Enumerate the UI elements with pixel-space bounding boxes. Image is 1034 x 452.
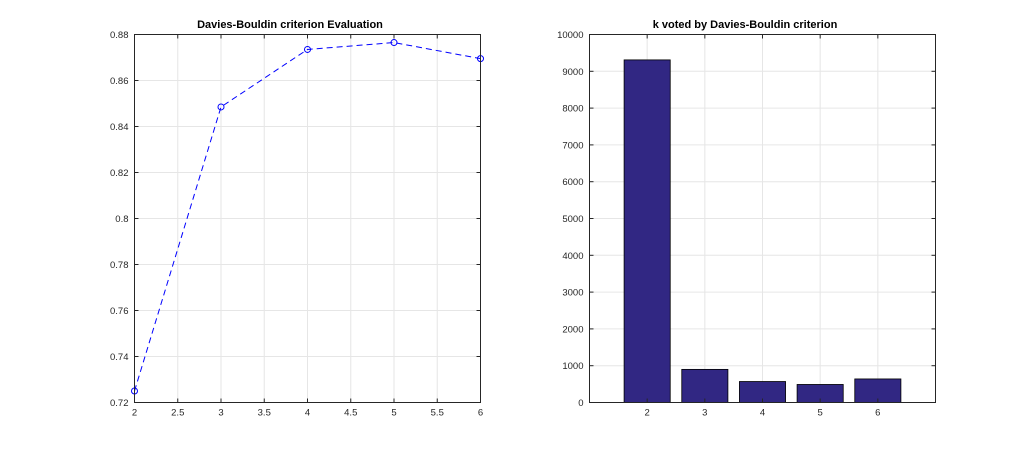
bar-chart-y-tick-label: 5000 — [562, 214, 583, 225]
line-chart-y-tick-label: 0.88 — [110, 30, 129, 41]
line-chart-point — [217, 103, 225, 111]
line-chart-title: Davies-Bouldin criterion Evaluation — [197, 19, 383, 31]
line-chart-x-tick-label: 4.5 — [344, 408, 357, 419]
line-chart-y-tick-label: 0.84 — [110, 122, 129, 133]
bar-chart-y-tick-label: 3000 — [562, 288, 583, 299]
line-chart-point — [390, 39, 398, 47]
line-chart-point — [304, 45, 311, 53]
line-chart-x-tick-label: 3 — [218, 408, 223, 419]
line-chart-x-tick-label: 5 — [391, 408, 396, 419]
line-chart-y-tick-label: 0.76 — [110, 306, 129, 317]
bar-chart-y-tick-label: 10000 — [557, 30, 583, 41]
bar-chart-x-tick-label: 3 — [702, 408, 707, 419]
bar-chart-y-tick-label: 8000 — [562, 104, 583, 115]
line-chart-x-tick-label: 5.5 — [431, 408, 444, 419]
bar-chart: k voted by Davies-Bouldin criterion 0 100… — [557, 19, 936, 419]
line-chart-y-tick-label: 0.82 — [110, 168, 129, 179]
bar-chart-y-tick-label: 7000 — [562, 140, 583, 151]
line-chart-y-tick-label: 0.72 — [110, 398, 129, 409]
bar-chart-x-tick-label: 5 — [818, 408, 823, 419]
line-chart-series-line — [134, 42, 481, 392]
bar-chart-bar — [623, 59, 671, 403]
bar-chart-y-tick-label: 0 — [578, 398, 583, 409]
bar-chart-x-tick-label: 2 — [645, 408, 650, 419]
line-chart-x-tick-label: 3.5 — [258, 408, 271, 419]
bar-chart-y-tick-label: 6000 — [562, 177, 583, 188]
bar-chart-title: k voted by Davies-Bouldin criterion — [653, 19, 838, 31]
line-chart-x-tick-label: 2 — [132, 408, 137, 419]
line-chart: Davies-Bouldin criterion Evaluation 2 2.5… — [110, 19, 484, 419]
bar-chart-y-tick-label: 9000 — [562, 67, 583, 78]
bar-chart-y-tick-label: 1000 — [562, 361, 583, 372]
line-chart-y-tick-label: 0.78 — [110, 260, 129, 271]
line-chart-x-tick-label: 4 — [305, 408, 310, 419]
bar-chart-ticks: 0 1000 2000 3000 4000 5000 6000 7000 8000 9000 100… — [557, 30, 936, 419]
line-chart-x-tick-label: 6 — [478, 408, 483, 419]
bar-chart-y-tick-label: 4000 — [562, 251, 583, 262]
line-chart-axes-box — [134, 34, 481, 403]
bar-chart-y-tick-label: 2000 — [562, 324, 583, 335]
bar-chart-x-tick-label: 4 — [760, 408, 765, 419]
bar-chart-axes-box — [589, 34, 936, 403]
line-chart-x-tick-label: 2.5 — [171, 408, 184, 419]
bar-chart-x-tick-label: 6 — [875, 408, 880, 419]
bar-chart-bar — [681, 368, 729, 403]
line-chart-y-tick-label: 0.74 — [110, 352, 129, 363]
line-chart-y-tick-label: 0.8 — [115, 214, 128, 225]
line-chart-y-tick-label: 0.86 — [110, 76, 129, 87]
